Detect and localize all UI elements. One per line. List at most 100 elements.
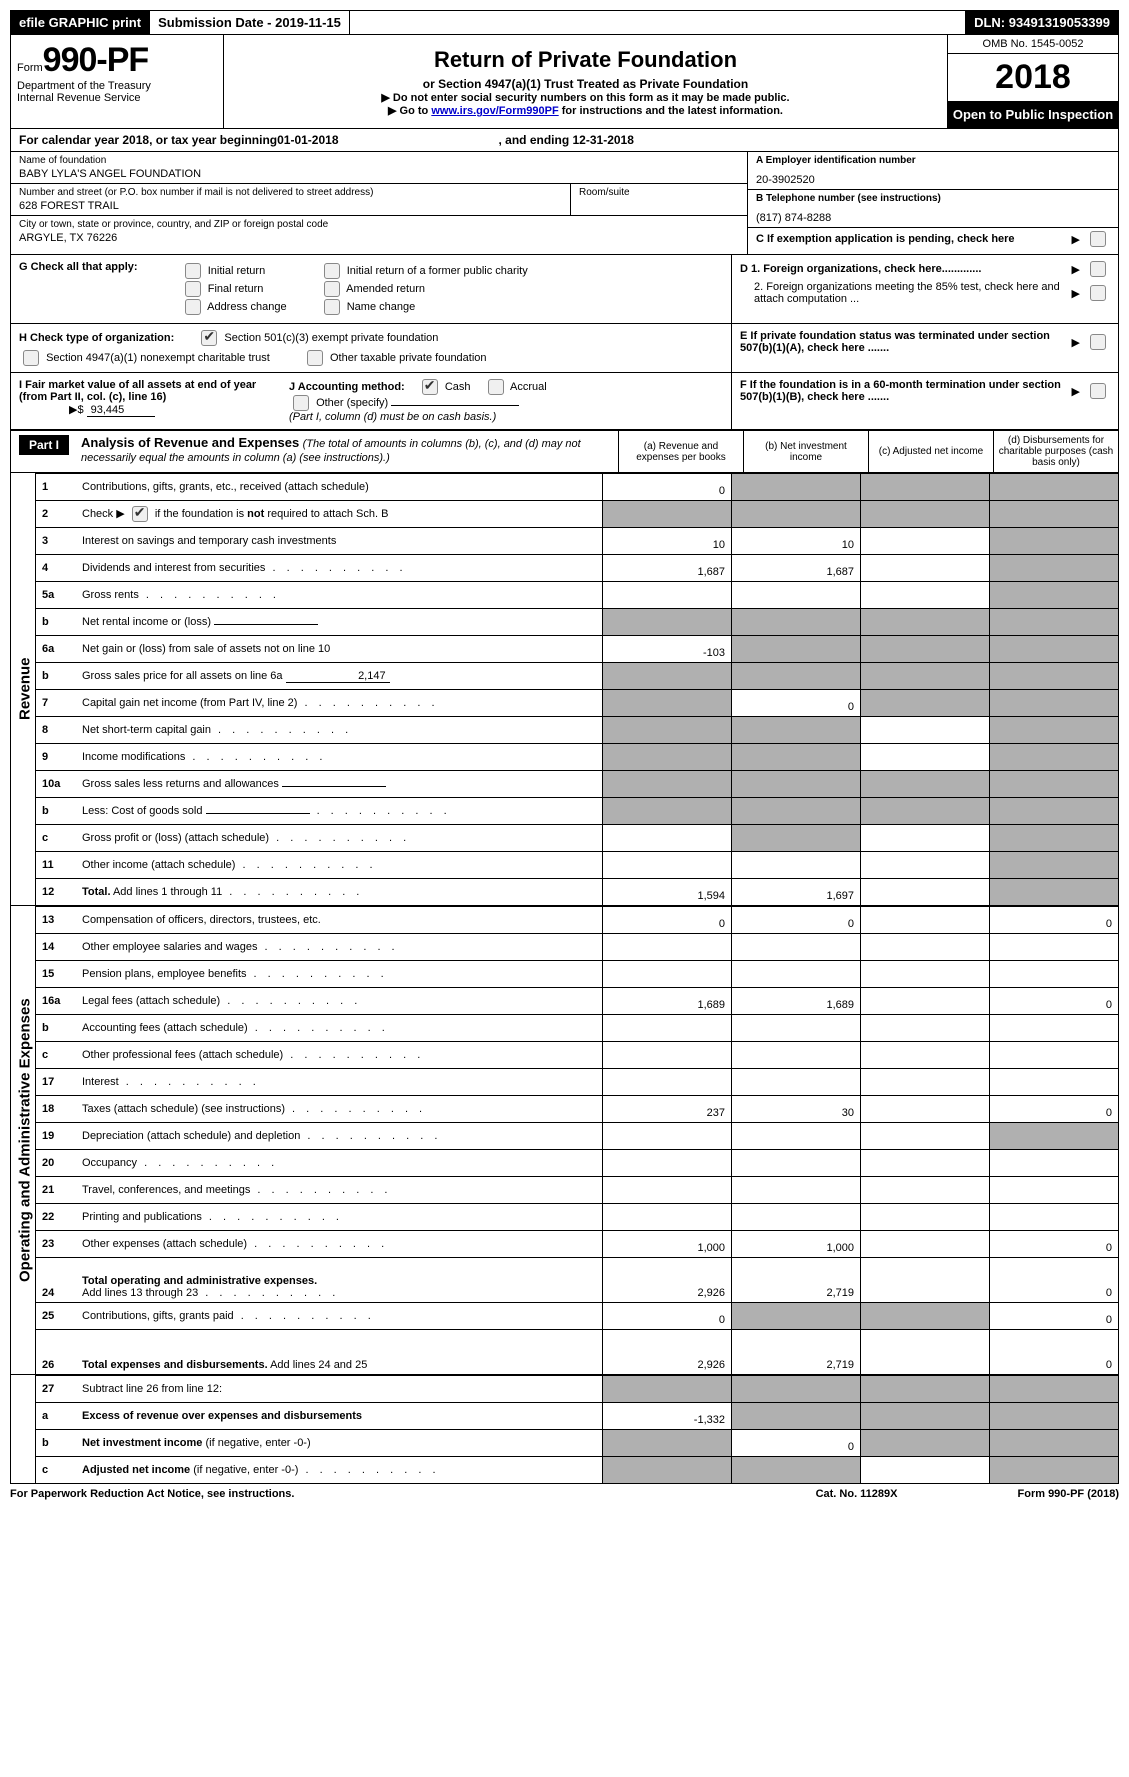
4947-checkbox[interactable] — [23, 350, 39, 366]
table-row: 15Pension plans, employee benefits — [36, 961, 1119, 988]
h-section: H Check type of organization: Section 50… — [11, 324, 731, 372]
cash-checkbox[interactable] — [422, 379, 438, 395]
table-row: cOther professional fees (attach schedul… — [36, 1042, 1119, 1069]
city-cell: City or town, state or province, country… — [11, 216, 747, 254]
form-title: Return of Private Foundation — [232, 47, 939, 73]
60-month-checkbox[interactable] — [1090, 383, 1106, 399]
dept-line-2: Internal Revenue Service — [17, 92, 217, 104]
expenses-table: 13Compensation of officers, directors, t… — [35, 906, 1119, 1375]
table-row: 6aNet gain or (loss) from sale of assets… — [36, 636, 1119, 663]
table-row: 25Contributions, gifts, grants paid00 — [36, 1303, 1119, 1330]
irs-link[interactable]: www.irs.gov/Form990PF — [431, 105, 558, 117]
part1-header-row: Part I Analysis of Revenue and Expenses … — [10, 430, 1119, 473]
table-row: cGross profit or (loss) (attach schedule… — [36, 825, 1119, 852]
table-row: 18Taxes (attach schedule) (see instructi… — [36, 1096, 1119, 1123]
other-method-checkbox[interactable] — [293, 395, 309, 411]
table-row: 8Net short-term capital gain — [36, 717, 1119, 744]
page-footer: For Paperwork Reduction Act Notice, see … — [10, 1488, 1119, 1500]
table-row: 10aGross sales less returns and allowanc… — [36, 771, 1119, 798]
table-row: 19Depreciation (attach schedule) and dep… — [36, 1123, 1119, 1150]
top-bar: efile GRAPHIC print Submission Date - 20… — [10, 10, 1119, 35]
table-row: bNet investment income (if negative, ent… — [36, 1430, 1119, 1457]
table-row: 2Check ▶ if the foundation is not requir… — [36, 501, 1119, 528]
address-change-checkbox[interactable] — [185, 299, 201, 315]
info-block: Name of foundation BABY LYLA'S ANGEL FOU… — [10, 152, 1119, 255]
header-right: OMB No. 1545-0052 2018 Open to Public In… — [948, 35, 1118, 128]
ein-cell: A Employer identification number 20-3902… — [748, 152, 1118, 190]
table-row: 11Other income (attach schedule) — [36, 852, 1119, 879]
table-row: 24Total operating and administrative exp… — [36, 1258, 1119, 1303]
name-change-checkbox[interactable] — [324, 299, 340, 315]
expenses-wrap: Operating and Administrative Expenses 13… — [10, 906, 1119, 1375]
foreign-org-checkbox[interactable] — [1090, 261, 1106, 277]
form-number: 990-PF — [43, 41, 149, 80]
table-row: aExcess of revenue over expenses and dis… — [36, 1403, 1119, 1430]
table-row: 9Income modifications — [36, 744, 1119, 771]
table-row: 5aGross rents — [36, 582, 1119, 609]
status-terminated-checkbox[interactable] — [1090, 334, 1106, 350]
table-row: 16aLegal fees (attach schedule)1,6891,68… — [36, 988, 1119, 1015]
table-row: 12Total. Add lines 1 through 111,5941,69… — [36, 879, 1119, 906]
phone-cell: B Telephone number (see instructions) (8… — [748, 190, 1118, 228]
sch-b-checkbox[interactable] — [132, 506, 148, 522]
paperwork-notice: For Paperwork Reduction Act Notice, see … — [10, 1488, 294, 1500]
ij-f-section: I Fair market value of all assets at end… — [10, 373, 1119, 430]
table-row: 14Other employee salaries and wages — [36, 934, 1119, 961]
table-row: 17Interest — [36, 1069, 1119, 1096]
fmv-value: 93,445 — [87, 404, 155, 417]
col-b-header: (b) Net investment income — [743, 431, 868, 472]
goto-link-line: ▶ Go to www.irs.gov/Form990PF for instru… — [232, 104, 939, 117]
tax-year: 2018 — [948, 54, 1118, 101]
omb-number: OMB No. 1545-0052 — [948, 35, 1118, 54]
revenue-table: 1Contributions, gifts, grants, etc., rec… — [35, 473, 1119, 906]
table-row: 23Other expenses (attach schedule)1,0001… — [36, 1231, 1119, 1258]
exemption-checkbox[interactable] — [1090, 231, 1106, 247]
cat-no: Cat. No. 11289X — [816, 1488, 898, 1500]
dept-line-1: Department of the Treasury — [17, 80, 217, 92]
net-table: 27Subtract line 26 from line 12:aExcess … — [35, 1375, 1119, 1484]
g-section: G Check all that apply: Initial return F… — [11, 255, 731, 323]
accrual-checkbox[interactable] — [488, 379, 504, 395]
table-row: bGross sales price for all assets on lin… — [36, 663, 1119, 690]
table-row: 1Contributions, gifts, grants, etc., rec… — [36, 474, 1119, 501]
form-word: Form — [17, 62, 43, 74]
ij-section: I Fair market value of all assets at end… — [11, 373, 731, 429]
header-mid: Return of Private Foundation or Section … — [223, 35, 948, 128]
table-row: 27Subtract line 26 from line 12: — [36, 1376, 1119, 1403]
part1-tag: Part I — [19, 435, 69, 455]
submission-date: Submission Date - 2019-11-15 — [150, 11, 350, 34]
table-row: 26Total expenses and disbursements. Add … — [36, 1330, 1119, 1375]
col-d-header: (d) Disbursements for charitable purpose… — [993, 431, 1118, 472]
part1-title: Analysis of Revenue and Expenses — [81, 435, 299, 450]
table-row: 13Compensation of officers, directors, t… — [36, 907, 1119, 934]
table-row: bAccounting fees (attach schedule) — [36, 1015, 1119, 1042]
form-subtitle: or Section 4947(a)(1) Trust Treated as P… — [232, 77, 939, 91]
other-taxable-checkbox[interactable] — [307, 350, 323, 366]
foreign-85-checkbox[interactable] — [1090, 285, 1106, 301]
table-row: 22Printing and publications — [36, 1204, 1119, 1231]
initial-return-checkbox[interactable] — [185, 263, 201, 279]
final-return-checkbox[interactable] — [185, 281, 201, 297]
g-d-section: G Check all that apply: Initial return F… — [10, 255, 1119, 324]
table-row: 3Interest on savings and temporary cash … — [36, 528, 1119, 555]
expenses-side-label: Operating and Administrative Expenses — [10, 906, 35, 1375]
main-table-wrap: Revenue 1Contributions, gifts, grants, e… — [10, 473, 1119, 906]
table-row: cAdjusted net income (if negative, enter… — [36, 1457, 1119, 1484]
col-a-header: (a) Revenue and expenses per books — [618, 431, 743, 472]
blank-side — [10, 1375, 35, 1484]
501c3-checkbox[interactable] — [201, 330, 217, 346]
table-row: bLess: Cost of goods sold — [36, 798, 1119, 825]
address-row: Number and street (or P.O. box number if… — [11, 184, 747, 216]
form-header: Form 990-PF Department of the Treasury I… — [10, 35, 1119, 129]
efile-label: efile GRAPHIC print — [11, 11, 150, 34]
header-left: Form 990-PF Department of the Treasury I… — [11, 35, 223, 128]
e-section: E If private foundation status was termi… — [731, 324, 1118, 372]
table-row: 20Occupancy — [36, 1150, 1119, 1177]
initial-former-checkbox[interactable] — [324, 263, 340, 279]
foundation-name-cell: Name of foundation BABY LYLA'S ANGEL FOU… — [11, 152, 747, 184]
amended-return-checkbox[interactable] — [324, 281, 340, 297]
table-row: bNet rental income or (loss) — [36, 609, 1119, 636]
f-section: F If the foundation is in a 60-month ter… — [731, 373, 1118, 429]
d-section: D 1. Foreign organizations, check here..… — [731, 255, 1118, 323]
open-to-public: Open to Public Inspection — [948, 101, 1118, 128]
